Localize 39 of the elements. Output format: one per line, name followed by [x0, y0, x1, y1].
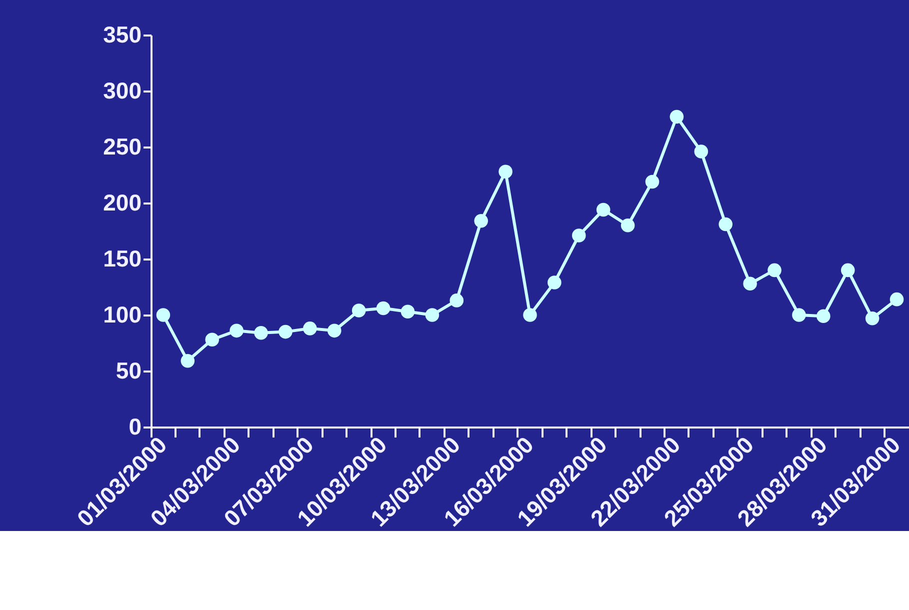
point — [792, 308, 806, 322]
y-tick-label: 250 — [103, 134, 142, 160]
point — [743, 276, 757, 291]
point — [645, 174, 660, 189]
point — [865, 311, 880, 326]
point — [523, 308, 537, 322]
point — [230, 324, 244, 338]
point — [327, 324, 342, 338]
point — [303, 322, 317, 336]
point — [400, 304, 415, 319]
point — [572, 228, 586, 242]
point — [278, 324, 292, 339]
point — [425, 308, 440, 322]
y-tick-label: 350 — [103, 22, 142, 48]
point — [156, 308, 170, 322]
point — [548, 276, 562, 290]
y-tick-label: 150 — [103, 246, 142, 272]
point — [376, 301, 390, 316]
point — [620, 218, 635, 232]
point — [694, 144, 708, 158]
point — [718, 217, 733, 232]
point — [890, 292, 904, 306]
y-tick-label: 100 — [103, 302, 142, 328]
point — [205, 332, 220, 347]
point — [254, 326, 268, 340]
y-tick-label: 0 — [128, 414, 142, 440]
point — [450, 294, 464, 308]
point — [768, 263, 782, 278]
point — [352, 304, 366, 318]
y-tick-label: 200 — [103, 190, 142, 216]
y-tick-label: 300 — [103, 78, 142, 104]
point — [670, 110, 684, 124]
y-tick-label: 50 — [116, 358, 142, 384]
point — [816, 309, 830, 323]
point — [840, 263, 855, 278]
point — [498, 164, 512, 179]
point — [474, 214, 488, 228]
point — [180, 354, 195, 368]
point — [596, 202, 610, 217]
